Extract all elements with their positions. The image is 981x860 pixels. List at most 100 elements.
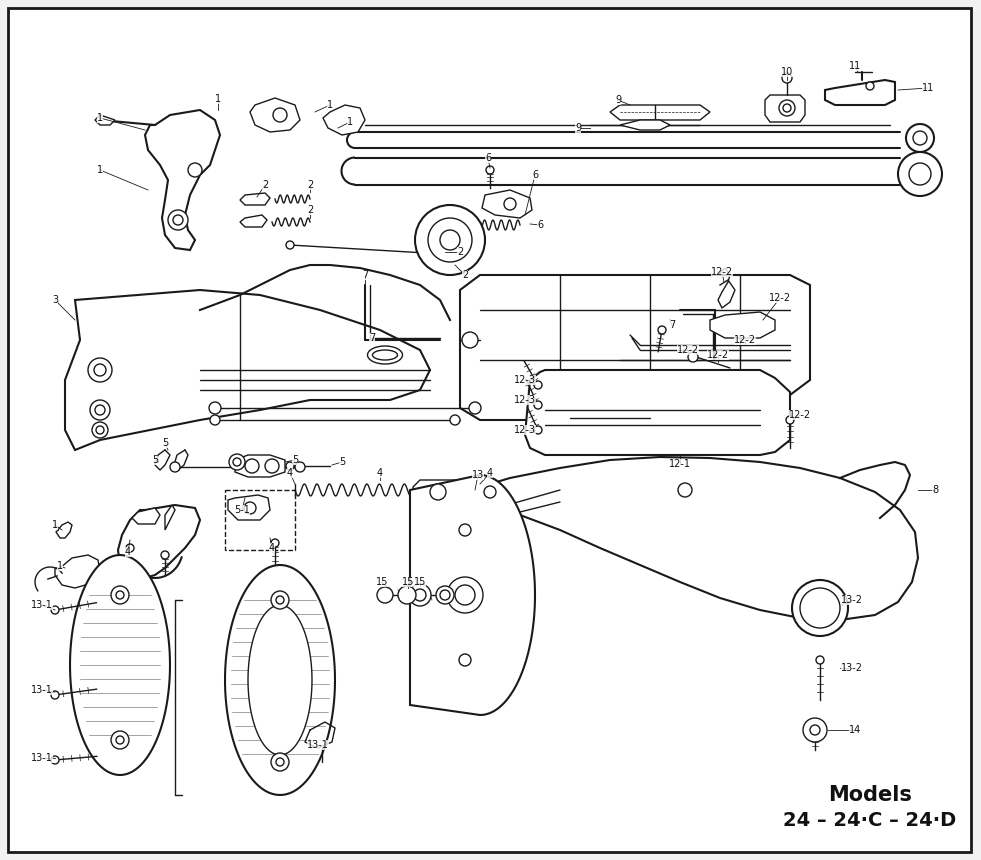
Text: 5: 5 xyxy=(292,455,298,465)
Text: 5: 5 xyxy=(338,457,345,467)
Text: 12-2: 12-2 xyxy=(734,335,756,345)
Circle shape xyxy=(534,401,542,409)
Polygon shape xyxy=(95,115,115,125)
Circle shape xyxy=(377,587,393,603)
Polygon shape xyxy=(235,455,285,477)
Text: 13: 13 xyxy=(472,470,485,480)
Text: 7: 7 xyxy=(669,320,675,330)
Polygon shape xyxy=(132,508,160,524)
Text: 4: 4 xyxy=(377,468,383,478)
Text: 12-2: 12-2 xyxy=(711,267,733,277)
Text: 15: 15 xyxy=(376,577,388,587)
Text: 9: 9 xyxy=(575,123,581,133)
Circle shape xyxy=(210,415,220,425)
Circle shape xyxy=(286,462,294,470)
Bar xyxy=(225,490,295,550)
Text: 6: 6 xyxy=(485,153,491,163)
Circle shape xyxy=(126,544,134,552)
Polygon shape xyxy=(620,120,670,130)
Circle shape xyxy=(409,584,431,606)
Text: 1: 1 xyxy=(97,165,103,175)
Circle shape xyxy=(276,758,284,766)
Circle shape xyxy=(51,606,59,614)
Circle shape xyxy=(161,551,169,559)
Text: 12-3: 12-3 xyxy=(514,375,536,385)
Text: 13-2: 13-2 xyxy=(841,595,863,605)
Text: 11: 11 xyxy=(849,61,861,71)
Circle shape xyxy=(450,415,460,425)
Polygon shape xyxy=(323,105,365,135)
Circle shape xyxy=(428,218,472,262)
Circle shape xyxy=(398,586,416,604)
Circle shape xyxy=(913,131,927,145)
Text: 13-1: 13-1 xyxy=(31,753,53,763)
Circle shape xyxy=(90,400,110,420)
Circle shape xyxy=(447,577,483,613)
Circle shape xyxy=(811,726,819,734)
Text: Models: Models xyxy=(828,785,912,805)
Circle shape xyxy=(116,591,124,599)
Circle shape xyxy=(276,596,284,604)
Text: 15: 15 xyxy=(414,577,426,587)
Circle shape xyxy=(455,585,475,605)
Circle shape xyxy=(779,100,795,116)
Text: 4: 4 xyxy=(269,543,275,553)
Circle shape xyxy=(415,205,485,275)
Text: 13-1: 13-1 xyxy=(307,740,329,750)
Text: 12-2: 12-2 xyxy=(707,350,729,360)
Text: 5-1: 5-1 xyxy=(234,505,250,515)
Circle shape xyxy=(111,731,129,749)
Circle shape xyxy=(51,691,59,699)
Text: 5: 5 xyxy=(162,438,168,448)
Circle shape xyxy=(173,215,183,225)
Text: 12-2: 12-2 xyxy=(677,345,699,355)
Circle shape xyxy=(534,426,542,434)
Polygon shape xyxy=(525,370,790,455)
Circle shape xyxy=(95,405,105,415)
Circle shape xyxy=(295,462,305,472)
Text: 1: 1 xyxy=(327,100,334,110)
Text: 9: 9 xyxy=(615,95,621,105)
Circle shape xyxy=(898,152,942,196)
Circle shape xyxy=(271,753,289,771)
Text: 24 – 24·C – 24·D: 24 – 24·C – 24·D xyxy=(784,810,956,830)
Polygon shape xyxy=(240,193,270,205)
Circle shape xyxy=(440,230,460,250)
Text: 12-2: 12-2 xyxy=(769,293,791,303)
Polygon shape xyxy=(250,98,300,132)
Text: 5: 5 xyxy=(152,455,158,465)
Circle shape xyxy=(909,163,931,185)
Polygon shape xyxy=(710,312,775,338)
Circle shape xyxy=(188,163,202,177)
Circle shape xyxy=(462,332,478,348)
Polygon shape xyxy=(145,110,220,250)
Text: 1: 1 xyxy=(215,94,221,104)
Text: 12-3: 12-3 xyxy=(514,395,536,405)
Circle shape xyxy=(782,73,792,83)
Text: 6: 6 xyxy=(537,220,543,230)
Circle shape xyxy=(51,756,59,764)
Text: 12-3: 12-3 xyxy=(514,425,536,435)
Text: 2: 2 xyxy=(262,180,268,190)
Circle shape xyxy=(111,586,129,604)
Circle shape xyxy=(244,502,256,514)
Text: 4: 4 xyxy=(125,547,131,557)
Polygon shape xyxy=(413,480,462,505)
Circle shape xyxy=(469,402,481,414)
Text: 3: 3 xyxy=(52,295,58,305)
Text: 2: 2 xyxy=(307,180,313,190)
Circle shape xyxy=(800,588,840,628)
Circle shape xyxy=(906,124,934,152)
Circle shape xyxy=(88,358,112,382)
Polygon shape xyxy=(118,505,200,578)
Text: 4: 4 xyxy=(286,468,293,478)
Circle shape xyxy=(96,426,104,434)
Circle shape xyxy=(440,590,450,600)
Polygon shape xyxy=(825,80,895,105)
Circle shape xyxy=(678,483,692,497)
Circle shape xyxy=(816,656,824,664)
Polygon shape xyxy=(470,457,918,620)
Polygon shape xyxy=(225,565,335,795)
Text: 12-1: 12-1 xyxy=(669,459,691,469)
Polygon shape xyxy=(228,495,270,520)
